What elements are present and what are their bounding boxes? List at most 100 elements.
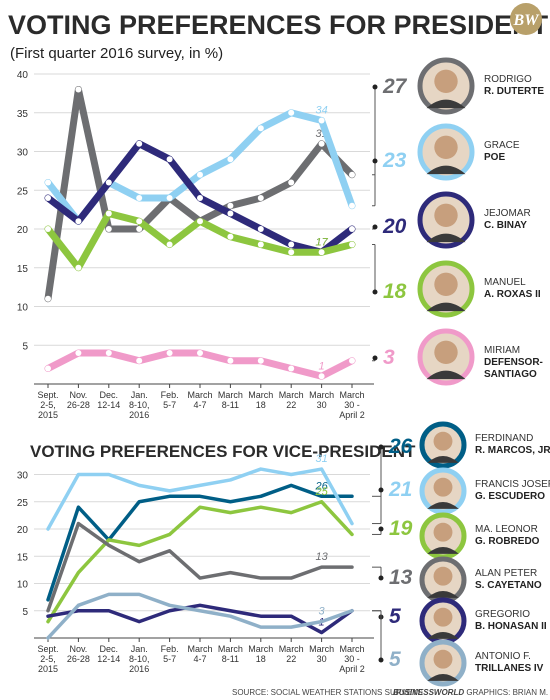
candidate-name: FERDINAND R. MARCOS, JR. xyxy=(475,433,550,456)
data-point xyxy=(288,241,295,248)
final-value-label: 13 xyxy=(389,566,413,589)
avatar-face xyxy=(434,69,458,94)
data-point xyxy=(349,226,355,232)
y-tick-label: 25 xyxy=(17,186,29,197)
y-tick-label: 35 xyxy=(17,109,29,120)
president-candidate-list: 27 RODRIGO R. DUTERTE 23 GRACE POE 20 JEJOMAR C.… xyxy=(372,57,544,386)
y-tick-label: 5 xyxy=(22,607,28,618)
series-line-3 xyxy=(46,521,354,613)
president-x-axis: Sept. 2-5, 2015 Nov. 26-28 Dec. 12-14 Jan. 8-10,… xyxy=(37,390,364,420)
data-point xyxy=(257,125,264,132)
candidate-name: MANUEL A. ROXAS II xyxy=(484,277,541,300)
data-point xyxy=(349,357,355,364)
leader-dot xyxy=(372,355,378,361)
y-tick-label: 20 xyxy=(17,225,29,236)
x-tick-label: Jan. 8-10, 2016 xyxy=(129,644,150,674)
final-value-label: 19 xyxy=(389,517,413,540)
avatar-body xyxy=(426,233,466,243)
x-tick-label: March 18 xyxy=(248,390,273,410)
data-point xyxy=(318,249,325,256)
data-point xyxy=(197,350,203,356)
data-point xyxy=(257,195,264,201)
credit-line: BUSINESSWORLD GRAPHICS: BRIAN M. AFUANG xyxy=(393,688,550,697)
x-tick-label: Sept. 2-5, 2015 xyxy=(37,390,58,420)
avatar-body xyxy=(427,591,459,598)
data-point xyxy=(75,264,82,271)
credit-text: GRAPHICS: BRIAN M. AFUANG xyxy=(464,688,550,697)
x-tick-label: March 30 -April 2 xyxy=(339,390,365,420)
candidate-name: FRANCIS JOSEPHG. ESCUDERO xyxy=(475,479,550,502)
data-label: 17 xyxy=(315,236,328,248)
x-tick-label: Jan. 8-10, 2016 xyxy=(129,390,150,420)
x-tick-label: March 22 xyxy=(279,390,304,410)
y-tick-label: 15 xyxy=(17,552,29,563)
data-point xyxy=(45,179,51,186)
final-value-label: 5 xyxy=(389,605,401,628)
leader-dot xyxy=(378,657,384,663)
leader-dot xyxy=(372,289,378,295)
series-line-5 xyxy=(46,592,354,640)
source-note: SOURCE: SOCIAL WEATHER STATIONS SURVEYS xyxy=(232,688,423,697)
leader-dot xyxy=(378,575,384,581)
x-tick-label: Feb. 5-7 xyxy=(161,644,179,664)
data-point xyxy=(288,249,295,256)
final-value-label: 18 xyxy=(383,280,407,303)
leader-dot xyxy=(378,526,384,532)
x-tick-label: March 18 xyxy=(248,644,273,664)
data-point xyxy=(105,226,112,232)
avatar-body xyxy=(427,547,459,554)
y-tick-label: 5 xyxy=(22,341,28,352)
x-tick-label: March 30 xyxy=(309,644,334,664)
data-label: 25 xyxy=(314,486,328,498)
data-point xyxy=(45,226,51,232)
data-point xyxy=(45,195,51,201)
data-point xyxy=(197,218,203,225)
data-point xyxy=(136,195,143,201)
data-point xyxy=(197,195,203,201)
credit-brand: BUSINESSWORLD xyxy=(393,688,464,697)
data-point xyxy=(105,210,112,217)
data-label: 3 xyxy=(319,606,326,618)
y-tick-label: 15 xyxy=(17,264,29,275)
x-tick-label: Nov. 26-28 xyxy=(67,644,90,664)
bw-logo-text: BW xyxy=(513,12,541,29)
data-point xyxy=(349,171,355,178)
data-point xyxy=(288,179,295,186)
y-tick-label: 40 xyxy=(17,70,29,81)
final-value-label: 3 xyxy=(383,346,395,369)
series-line-4 xyxy=(46,603,354,635)
vp-chart-title: VOTING PREFERENCES FOR VICE-PRESIDENT xyxy=(30,442,416,461)
data-point xyxy=(288,109,295,116)
candidate-name: MIRIAM DEFENSOR-SANTIAGO xyxy=(484,345,543,380)
data-point xyxy=(349,202,355,209)
candidate-name: GREGORIO B. HONASAN II xyxy=(475,609,547,632)
avatar-face xyxy=(434,340,458,365)
data-point xyxy=(136,357,143,364)
avatar-body xyxy=(427,456,459,463)
data-point xyxy=(318,373,325,380)
series-line-4 xyxy=(44,349,356,380)
y-tick-label: 10 xyxy=(17,580,29,591)
data-label: 1 xyxy=(319,360,325,372)
final-value-label: 27 xyxy=(382,75,408,98)
leader-dot xyxy=(372,84,378,90)
avatar-body xyxy=(427,502,459,509)
page-title: VOTING PREFERENCES FOR PRESIDENT xyxy=(8,10,549,40)
president-chart-grid: 5 10 15 20 25 30 35 40 xyxy=(17,70,374,388)
avatar-face xyxy=(434,272,458,297)
candidate-name: JEJOMAR C. BINAY xyxy=(484,208,531,231)
candidate-name: ALAN PETER S. CAYETANO xyxy=(475,568,542,591)
avatar-face xyxy=(433,566,453,586)
final-value-label: 20 xyxy=(382,215,407,238)
page-subtitle: (First quarter 2016 survey, in %) xyxy=(10,45,223,62)
series-line-2 xyxy=(46,500,354,624)
leader-dot xyxy=(372,158,378,164)
data-point xyxy=(227,357,234,364)
x-tick-label: Dec. 12-14 xyxy=(97,644,120,664)
data-point xyxy=(227,156,234,163)
avatar-body xyxy=(426,99,466,109)
avatar-face xyxy=(433,431,453,451)
y-tick-label: 30 xyxy=(17,471,29,482)
data-point xyxy=(166,156,173,163)
